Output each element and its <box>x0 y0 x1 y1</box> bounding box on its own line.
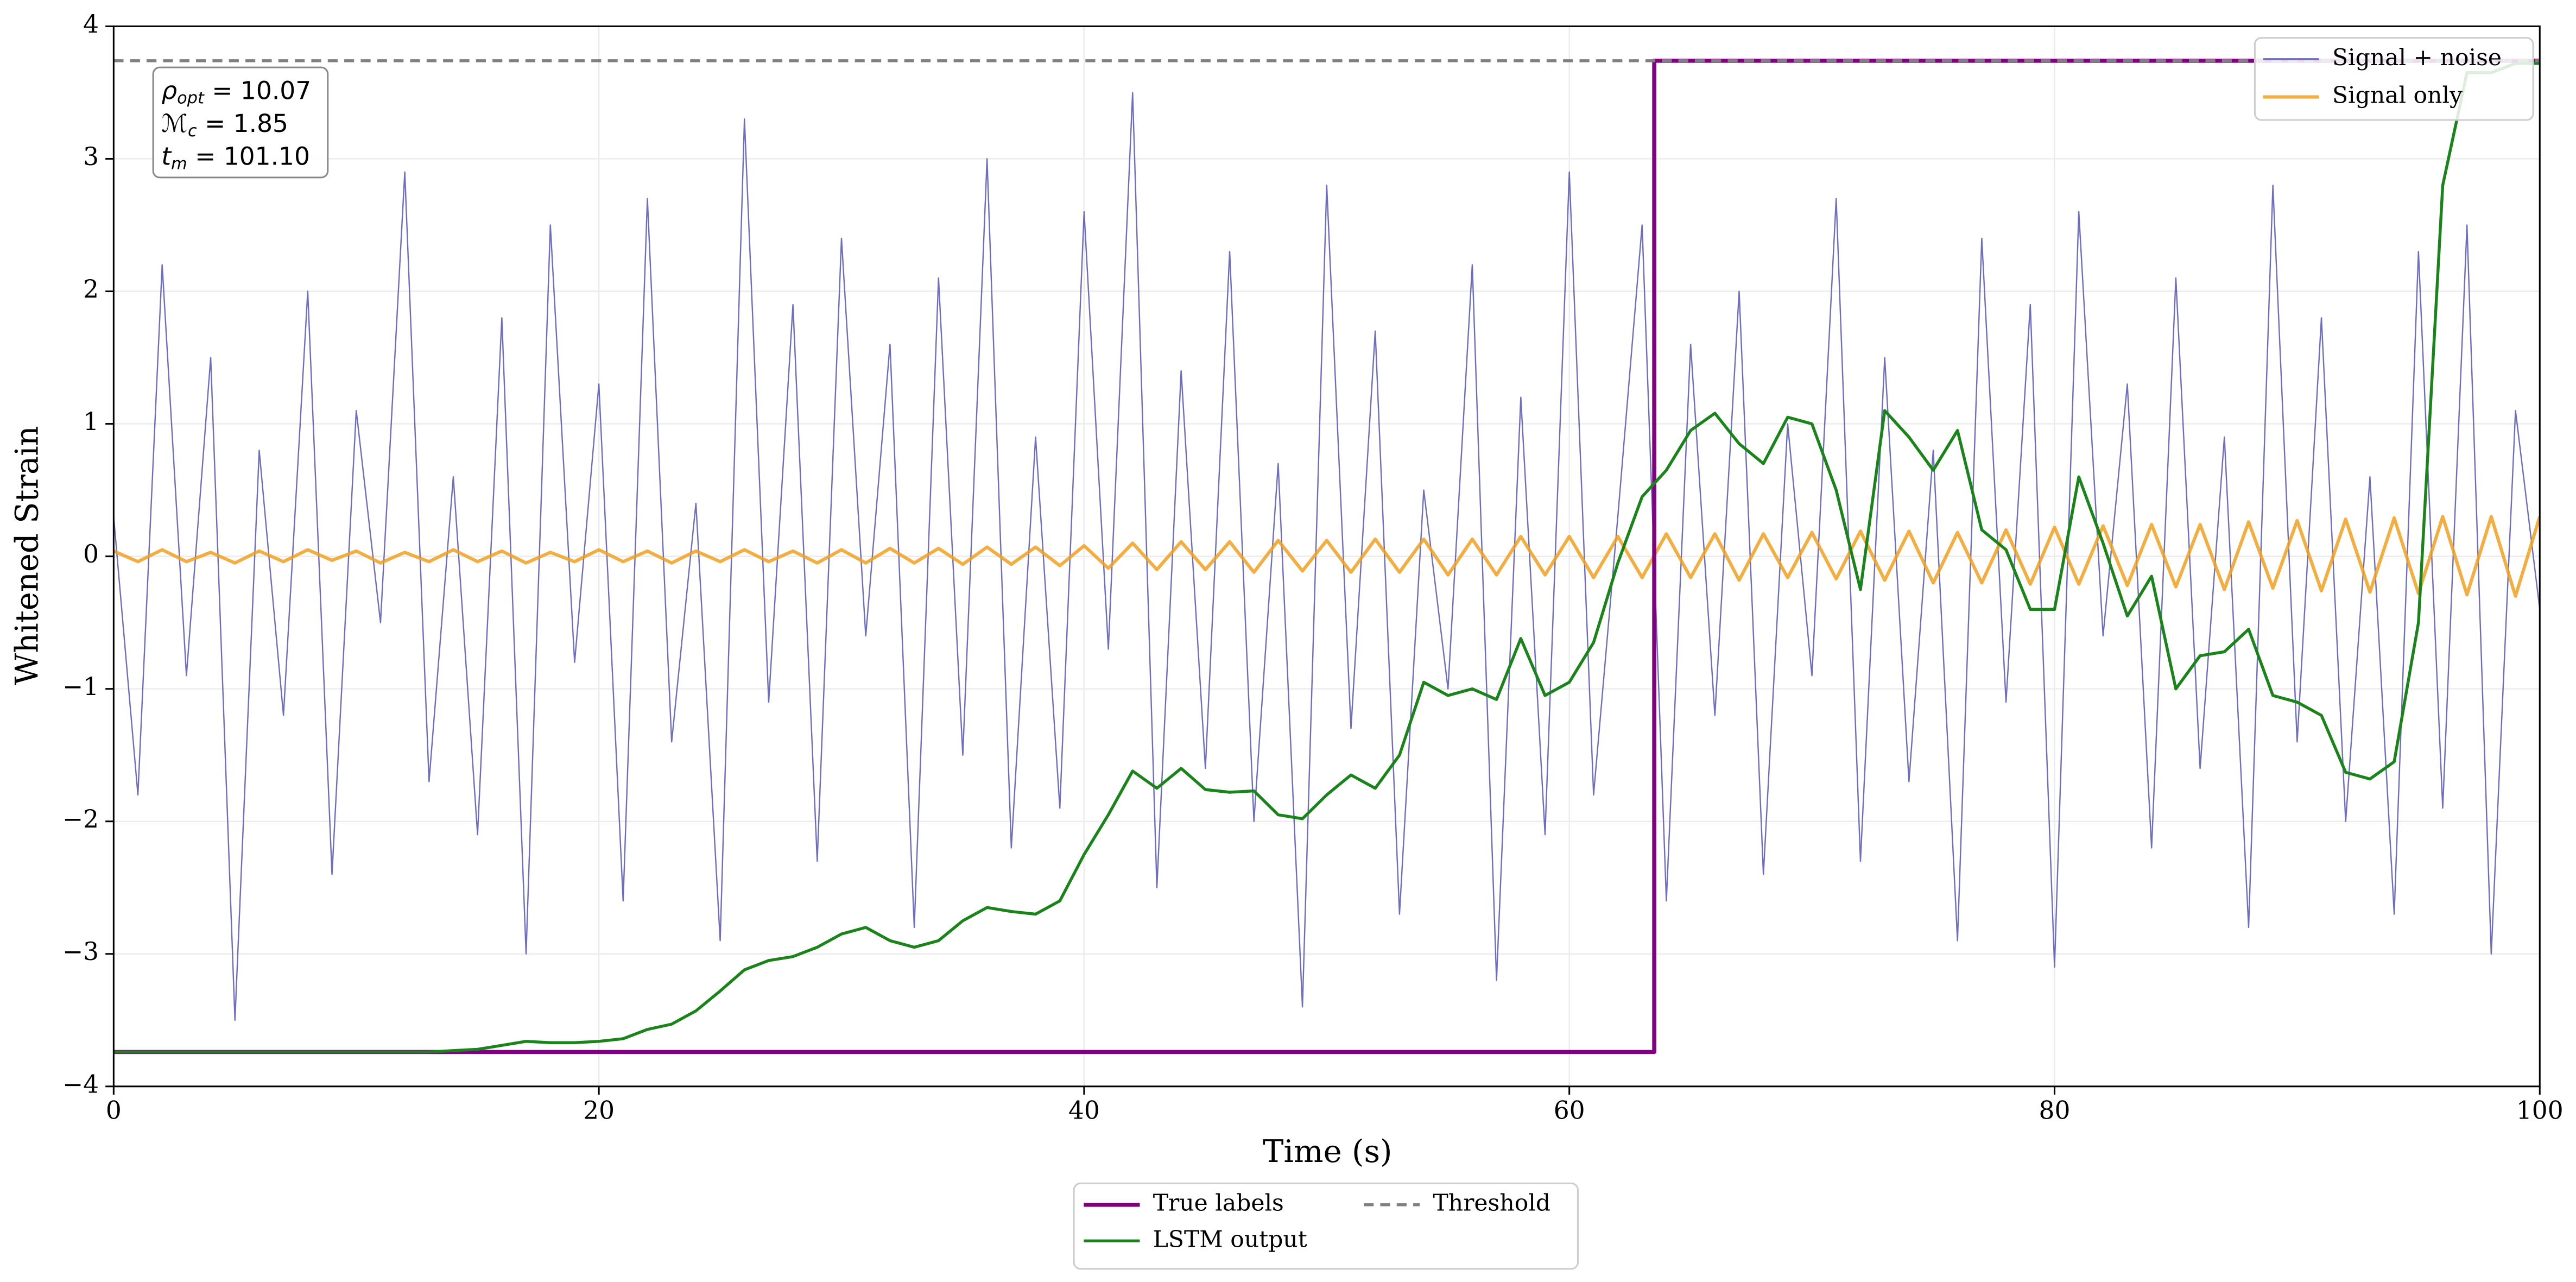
annotation-symbol: ρ <box>161 76 177 105</box>
legend-label: LSTM output <box>1153 1226 1307 1253</box>
x-tick-label: 0 <box>106 1096 122 1125</box>
annotation-subscript: opt <box>177 89 205 108</box>
legend-label: Signal only <box>2332 83 2463 109</box>
y-tick-label: 4 <box>83 10 99 39</box>
annotation-text: ρopt = 10.07 <box>161 76 311 108</box>
y-tick-label: 2 <box>83 275 99 304</box>
y-tick-label: 3 <box>83 142 99 171</box>
annotation-value: = 1.85 <box>197 109 288 138</box>
legend-label: True labels <box>1153 1190 1284 1217</box>
legend-box <box>2254 37 2534 121</box>
x-axis-label: Time (s) <box>1263 1133 1392 1170</box>
annotation-symbol: t <box>161 142 172 170</box>
legend-box <box>1073 1182 1579 1270</box>
x-tick-label: 80 <box>2039 1096 2071 1125</box>
series-line <box>113 515 2540 598</box>
annotation-box <box>152 66 329 179</box>
annotation-text: tm = 101.10 <box>161 142 310 173</box>
y-tick-label: −4 <box>62 1070 99 1098</box>
legend-label: Threshold <box>1433 1190 1550 1217</box>
y-tick-label: −3 <box>62 937 99 966</box>
series-line <box>113 92 2540 1021</box>
plot-frame <box>112 25 2541 1088</box>
annotation-symbol: ℳ <box>161 109 188 138</box>
annotation-value: = 101.10 <box>187 142 310 170</box>
y-tick-label: −2 <box>62 805 99 833</box>
x-tick-label: 20 <box>583 1096 615 1125</box>
annotation-subscript: c <box>188 122 197 141</box>
y-tick-label: 0 <box>83 540 99 569</box>
x-tick-label: 40 <box>1068 1096 1100 1125</box>
annotation-value: = 10.07 <box>204 76 311 105</box>
series-line <box>113 62 2540 1054</box>
legend-label: Signal + noise <box>2332 45 2502 71</box>
y-axis-label: Whitened Strain <box>9 426 46 685</box>
y-tick-label: −1 <box>62 672 99 701</box>
x-tick-label: 60 <box>1554 1096 1585 1125</box>
annotation-text: ℳc = 1.85 <box>161 109 288 141</box>
y-tick-label: 1 <box>83 407 99 436</box>
annotation-subscript: m <box>171 154 187 173</box>
x-tick-label: 100 <box>2516 1096 2564 1125</box>
